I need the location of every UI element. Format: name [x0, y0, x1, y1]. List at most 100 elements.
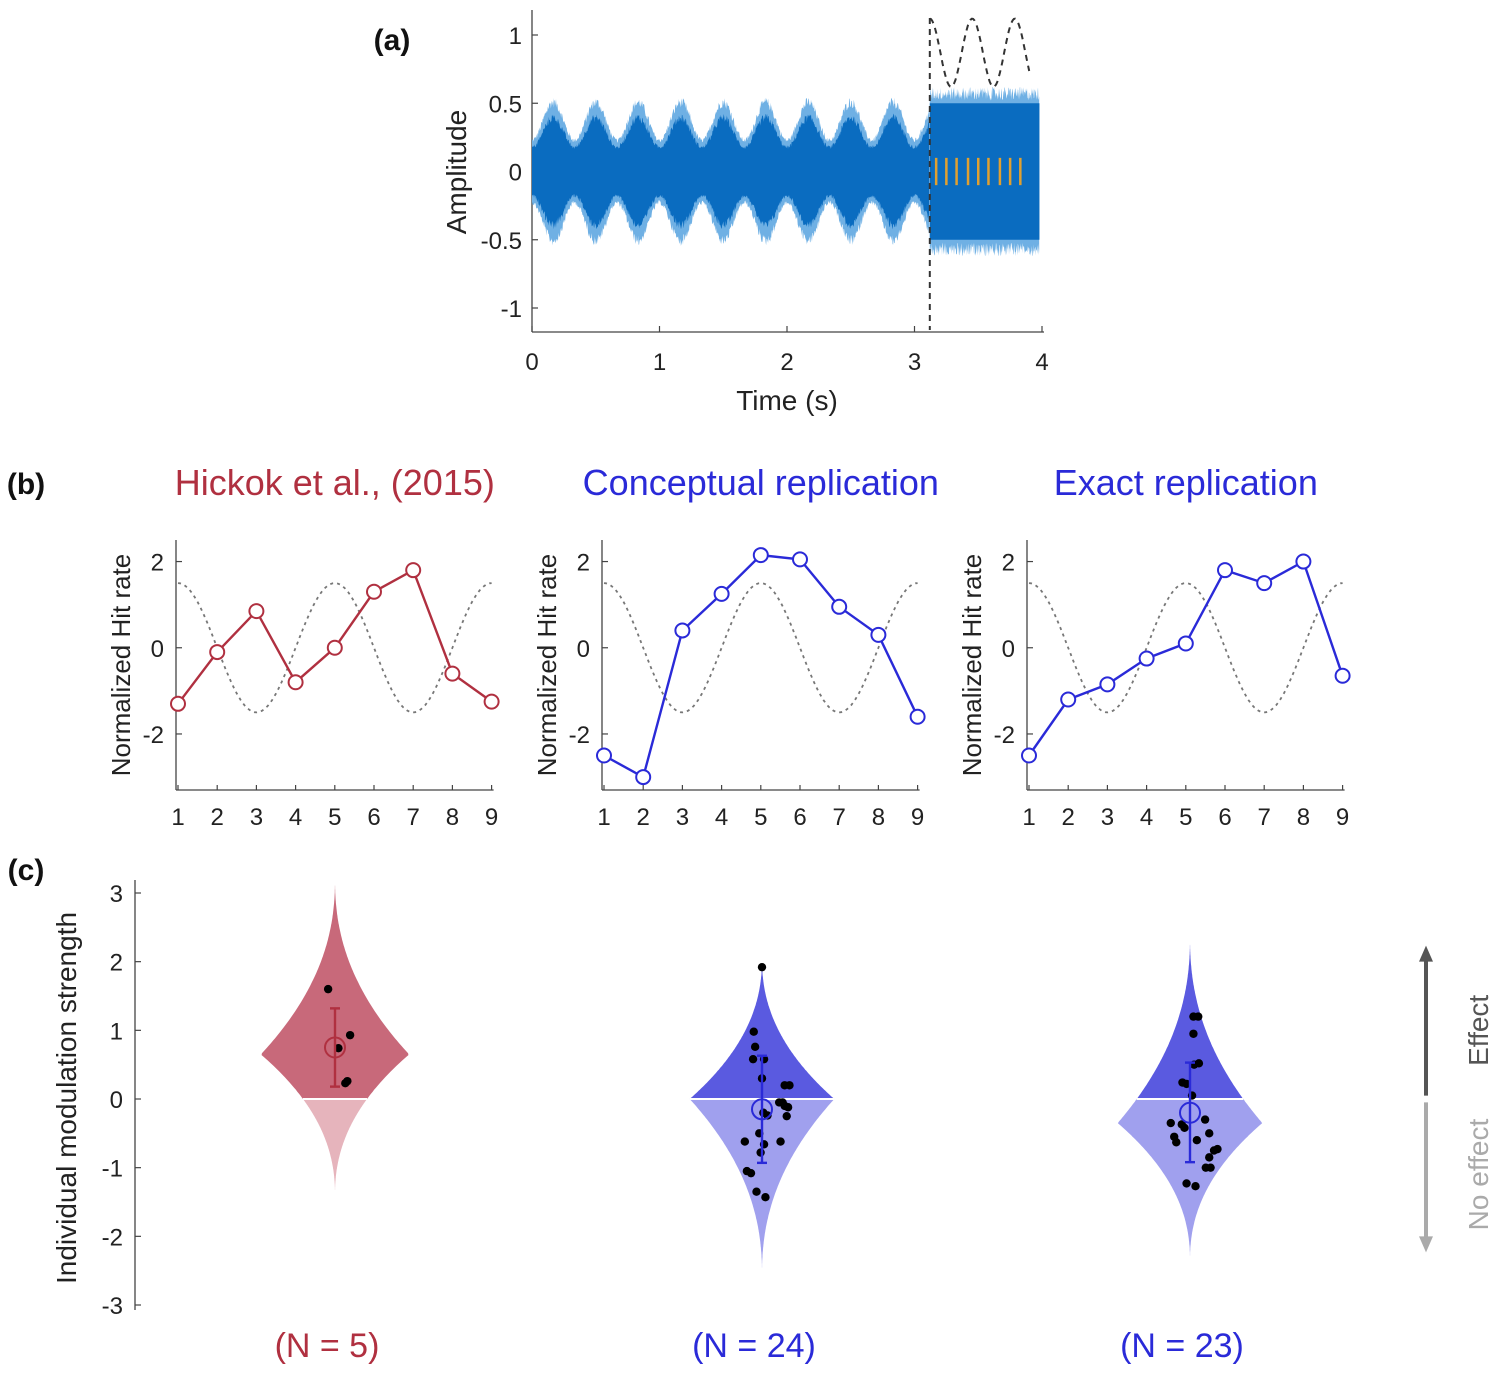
violin-data-point	[1191, 1182, 1200, 1191]
panel-b-xtick-label: 7	[407, 804, 420, 831]
panel-b-point	[674, 622, 691, 639]
violin-data-point	[748, 1054, 758, 1064]
violin-data-point	[345, 1030, 355, 1040]
panel-b-title: Conceptual replication	[583, 462, 939, 503]
violin-data-point	[1166, 1118, 1175, 1128]
panel-b-xtick-label: 2	[211, 804, 224, 831]
violin-data-point	[1194, 1059, 1204, 1068]
panel-b-point	[792, 551, 808, 568]
panel-b-subplot-1: Hickok et al., (2015)20-21 2 3 4 5 6 7 8 9Normal…	[106, 462, 500, 831]
panel-b-series-line	[1028, 559, 1344, 757]
panel-a-xtick-label: 2	[780, 349, 793, 376]
violin-data-point	[1205, 1129, 1214, 1138]
panel-c-ytick-label: 1	[110, 1018, 123, 1045]
panel-b-xtick-label: 2	[1062, 804, 1075, 831]
panel-b-xtick-label: 8	[446, 804, 459, 831]
panel-b-point	[635, 769, 652, 786]
panel-b-point	[596, 747, 612, 764]
panel-b-xtick-label: 5	[754, 804, 767, 831]
panel-b-xtick-label: 9	[1336, 804, 1349, 831]
violin-data-point	[1192, 1136, 1202, 1145]
panel-c-ytick-label: -1	[102, 1156, 123, 1183]
panel-b-xtick-label: 3	[676, 804, 689, 831]
violin-data-point	[749, 1027, 758, 1036]
violin-data-point	[1200, 1115, 1210, 1124]
violin-data-point	[740, 1137, 750, 1146]
panel-b-point	[1334, 667, 1351, 684]
signal-envelope	[532, 113, 930, 230]
panel-b-xtick-label: 1	[597, 804, 610, 831]
panel-b-xtick-label: 4	[289, 804, 302, 831]
violin-data-point	[750, 1042, 760, 1052]
violin-mean-marker	[1179, 1101, 1201, 1124]
panel-b-xtick-label: 4	[715, 804, 728, 831]
violin-data-point	[746, 1168, 756, 1178]
panel-b-xtick-label: 3	[1101, 804, 1114, 831]
panel-a-ytick-label: -0.5	[481, 228, 522, 255]
panel-a-xtick-label: 4	[1035, 349, 1048, 376]
panel-c-ytick-label: 3	[110, 881, 123, 908]
panel-b-point	[248, 603, 265, 620]
panel-b-ylabel: Normalized Hit rate	[957, 554, 987, 777]
panel-b-point	[483, 693, 500, 710]
panel-b-xtick-label: 1	[1022, 804, 1035, 831]
violin-data-point	[776, 1137, 785, 1146]
panel-b-point	[287, 674, 304, 691]
no-effect-arrowhead-down	[1419, 1236, 1433, 1253]
panel-b-xtick-label: 5	[328, 804, 341, 831]
violin-lower-half	[303, 1099, 367, 1196]
panel-c-ytick-label: 2	[110, 950, 123, 977]
violin-group-label: (N = 24)	[692, 1327, 816, 1365]
violin-data-point	[1189, 1029, 1198, 1038]
panel-b-series-line	[177, 568, 493, 705]
violin-group-3: (N = 23)	[1117, 937, 1263, 1365]
violin-data-point	[752, 1187, 761, 1196]
panel-b-point	[713, 585, 730, 602]
panel-label-c: (c)	[8, 854, 45, 887]
panel-b-xtick-label: 8	[1297, 804, 1310, 831]
panel-b-point	[1099, 676, 1116, 693]
panel-c-ylabel: Individual modulation strength	[51, 912, 82, 1284]
panel-a-ytick-label: -1	[501, 296, 522, 323]
violin-data-point	[1180, 1123, 1189, 1133]
panel-b-point	[870, 626, 887, 643]
violin-group-1: (N = 5)	[261, 879, 409, 1365]
panel-b-point	[209, 644, 226, 661]
violin-upper-half	[689, 958, 835, 1099]
violin-mean-marker	[324, 1036, 346, 1059]
panel-b-ylabel: Normalized Hit rate	[532, 554, 562, 777]
panel-b-ytick-label: -2	[994, 722, 1015, 749]
violin-data-point	[783, 1103, 793, 1112]
panel-c-ytick-label: -3	[102, 1293, 123, 1320]
effect-label: Effect	[1463, 995, 1494, 1066]
panel-b-ytick-label: 0	[577, 636, 590, 663]
panel-b-xtick-label: 7	[1258, 804, 1271, 831]
panel-b-xtick-label: 6	[793, 804, 806, 831]
panel-a-ytick-label: 0	[509, 160, 522, 187]
panel-b-xtick-label: 3	[250, 804, 263, 831]
panel-b-point	[444, 665, 461, 682]
panel-a-xtick-label: 3	[908, 349, 921, 376]
violin-data-point	[1213, 1144, 1222, 1154]
panel-label-a: (a)	[374, 24, 411, 57]
panel-c-ytick-label: -2	[102, 1224, 123, 1251]
panel-b-xtick-label: 5	[1179, 804, 1192, 831]
panel-b-point	[170, 695, 186, 712]
panel-b-xtick-label: 2	[637, 804, 650, 831]
violin-data-point	[1178, 1078, 1187, 1087]
panel-b-point	[831, 598, 848, 615]
violin-group-label: (N = 23)	[1120, 1327, 1244, 1365]
violin-lower-half	[1117, 1099, 1263, 1261]
panel-b-point	[1217, 562, 1233, 579]
violin-data-point	[757, 962, 767, 972]
violin-data-point	[782, 1111, 791, 1121]
panel-b-xtick-label: 6	[367, 804, 380, 831]
violin-data-point	[761, 1192, 770, 1202]
panel-a-xtick-label: 1	[653, 349, 666, 376]
violin-data-point	[323, 984, 333, 994]
panel-b-cosine	[177, 582, 492, 714]
panel-c-ytick-label: 0	[110, 1087, 123, 1114]
panel-b-xtick-label: 6	[1218, 804, 1231, 831]
